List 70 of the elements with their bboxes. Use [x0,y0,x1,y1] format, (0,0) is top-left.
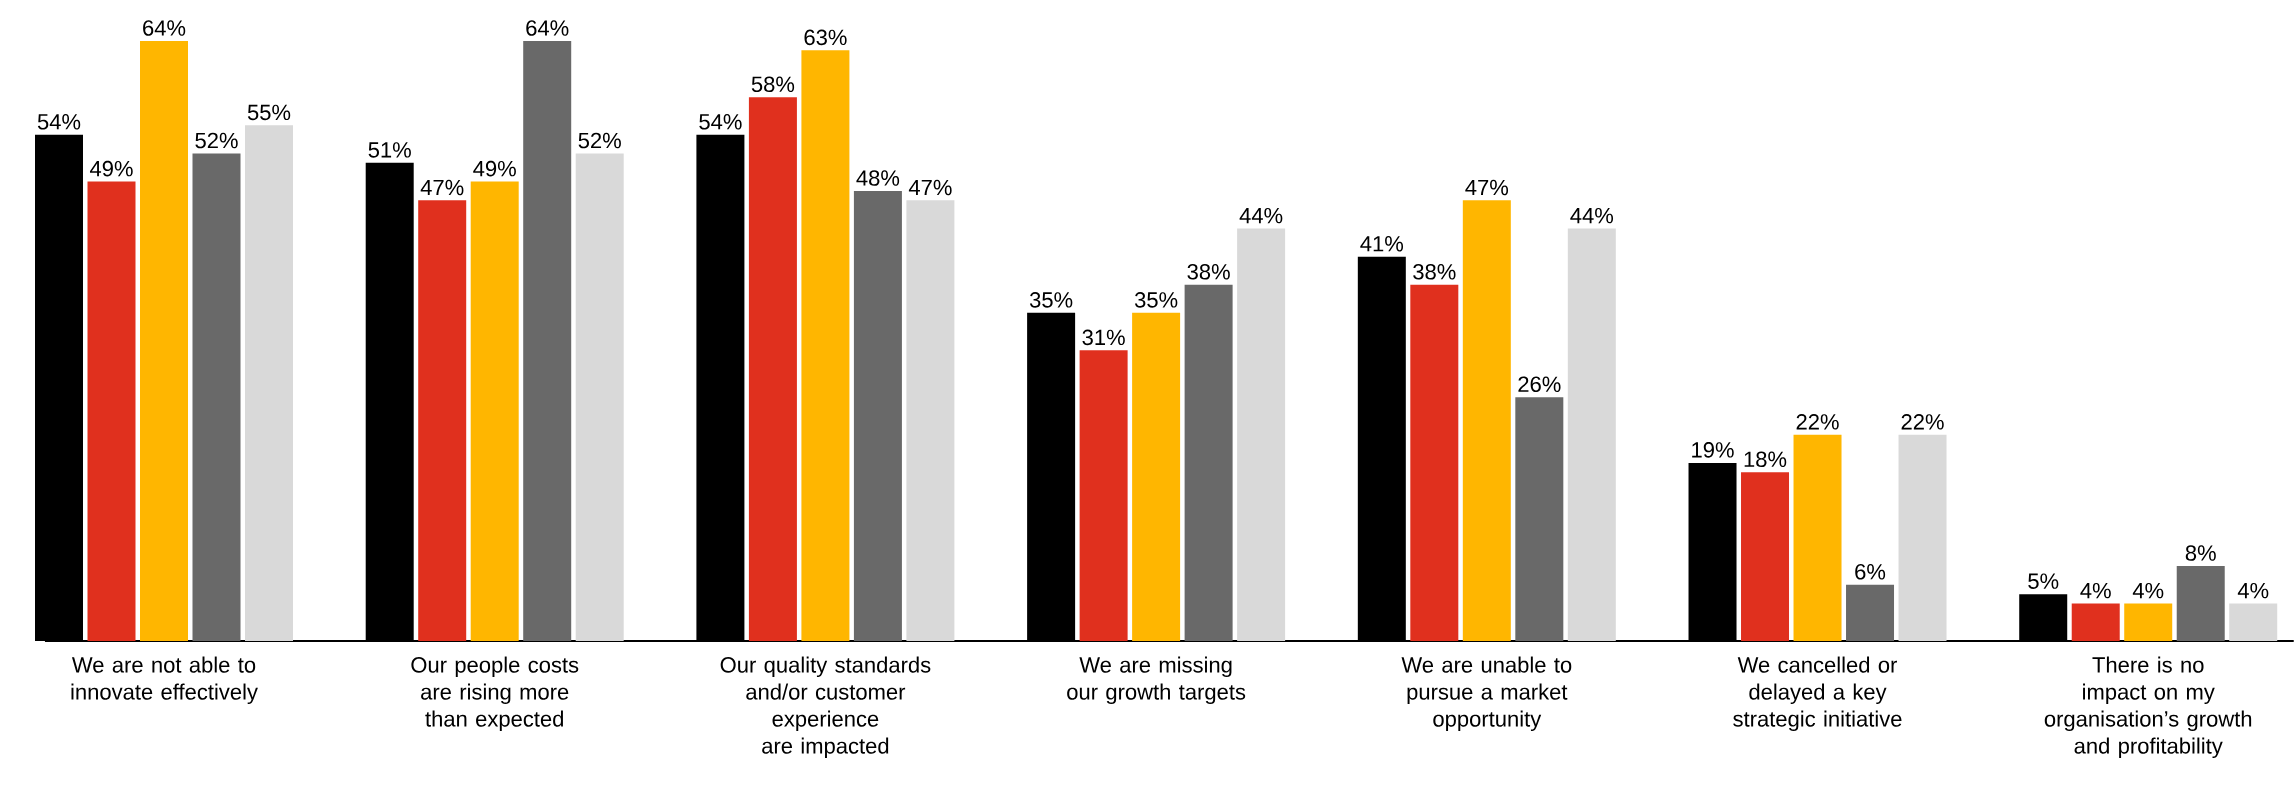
x-tick-label: Our people costs are rising more than expected [411,656,579,732]
data-label: 64% [143,20,186,36]
data-label: 48% [856,170,900,186]
bar [87,181,136,641]
bar [2071,603,2120,641]
data-label: 26% [1518,376,1561,393]
bar [192,153,241,641]
bar [575,153,624,641]
data-label: 52% [578,132,621,149]
bar [1741,472,1790,641]
data-label: 4% [2237,582,2269,599]
data-label: 35% [1029,292,1073,308]
data-label: 38% [1187,263,1230,280]
data-label: 64% [526,20,569,36]
x-tick-label: We are not able to innovate effectively [71,656,258,705]
data-label: 49% [89,160,133,177]
data-label: 35% [1134,292,1178,308]
bar [2229,603,2278,641]
bar [1184,284,1233,641]
data-label: 55% [247,104,291,121]
x-tick-label: We cancelled or delayed a key strategic initiative [1733,656,1902,732]
x-tick-label: We are missing our growth targets [1067,656,1246,705]
bar [1793,434,1842,641]
data-label: 51% [368,142,411,158]
data-label: 4% [2080,582,2111,599]
data-label: 38% [1413,263,1456,280]
data-label: 31% [1082,329,1125,346]
data-label: 19% [1692,442,1734,458]
bar [1515,397,1564,641]
bar [1237,228,1286,641]
bar [418,200,467,641]
bar [1410,284,1459,641]
data-label: 58% [751,76,795,93]
bar [906,200,955,641]
bar [853,191,902,641]
data-label: 54% [37,114,81,130]
bar [140,41,188,641]
bar [523,41,572,641]
bar [1898,434,1947,641]
data-label: 22% [1901,414,1944,430]
bar [1462,200,1511,641]
x-tick-label: There is no impact on my organisation’s growth and profitability [2044,656,2252,759]
data-label: 49% [473,160,516,177]
data-label: 44% [1570,207,1614,224]
data-label: 47% [420,179,464,196]
data-label: 41% [1360,236,1404,252]
data-label: 52% [195,132,238,149]
x-tick-label: We are unable to pursue a market opportunity [1401,656,1572,732]
bar [2124,603,2173,641]
bar [2176,566,2225,641]
data-label: 44% [1239,207,1283,224]
data-label: 6% [1855,563,1886,580]
bar [470,181,519,641]
bar [245,125,293,641]
data-label: 47% [1465,179,1509,196]
bar [1567,228,1616,641]
bar [748,97,797,641]
data-label: 47% [908,179,952,196]
data-label: 63% [804,29,847,46]
bar [801,50,850,641]
bar [1079,350,1128,641]
data-label: 22% [1796,414,1839,430]
x-tick-label: Our quality standards and/or customer experience are impacted [720,656,931,759]
data-label: 5% [2028,573,2059,589]
bar [1846,584,1895,641]
data-label: 54% [699,114,742,130]
bar [1132,312,1181,641]
data-label: 18% [1744,451,1787,468]
data-label: 4% [2132,582,2164,599]
data-label: 8% [2185,545,2216,561]
